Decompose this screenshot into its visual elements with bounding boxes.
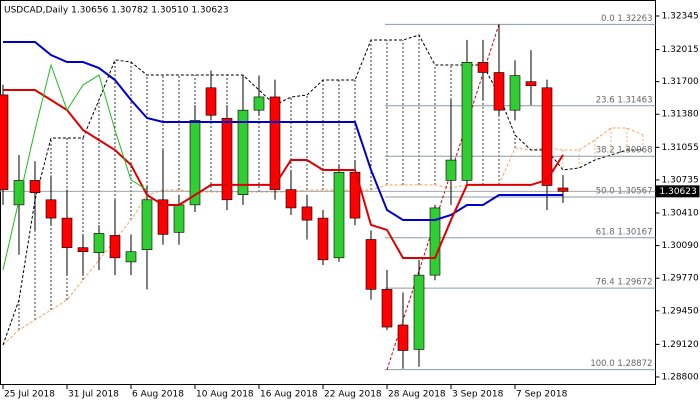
- y-tick-label: 1.30090: [662, 241, 699, 251]
- candle-body: [333, 171, 345, 259]
- candle-body: [477, 62, 489, 73]
- indicator-line: [2, 63, 148, 271]
- y-tick-label: 1.31700: [662, 77, 699, 87]
- candle-body: [413, 274, 425, 350]
- fib-label: 38.2 1.30968: [596, 146, 653, 156]
- candle-body: [93, 233, 105, 254]
- chart-title: USDCAD,Daily 1.30656 1.30782 1.30510 1.3…: [4, 6, 229, 16]
- fib-label: 100.0 1.28872: [590, 359, 652, 369]
- candle-body: [365, 239, 377, 290]
- candle-body: [0, 94, 9, 190]
- candle-body: [301, 206, 313, 221]
- y-tick-label: 1.28800: [662, 372, 699, 382]
- candle-body: [525, 81, 537, 87]
- candle-body: [237, 109, 249, 195]
- x-tick-label: 25 Jul 2018: [4, 390, 55, 400]
- candle-body: [285, 189, 297, 209]
- indicator-line: [3, 89, 564, 260]
- candle-body: [141, 199, 153, 250]
- candle-body: [221, 118, 233, 201]
- y-tick-label: 1.30410: [662, 209, 699, 219]
- y-tick-label: 1.31380: [662, 110, 699, 120]
- x-tick-label: 22 Aug 2018: [324, 390, 382, 400]
- candle-body: [493, 72, 505, 111]
- candle-body: [125, 251, 137, 263]
- price-box: [655, 185, 700, 198]
- candle-body: [397, 324, 409, 351]
- candle-body: [157, 199, 169, 235]
- y-tick-label: 1.29120: [662, 340, 699, 350]
- x-tick-label: 3 Sep 2018: [452, 390, 504, 400]
- fib-label: 76.4 1.29672: [596, 278, 653, 288]
- candle-body: [61, 217, 73, 248]
- candle-body: [445, 159, 457, 181]
- fib-label: 0.0 1.32263: [601, 14, 652, 24]
- x-tick-label: 31 Jul 2018: [68, 390, 119, 400]
- fib-label: 61.8 1.30167: [596, 227, 653, 237]
- candle-body: [253, 96, 265, 111]
- x-tick-label: 6 Aug 2018: [132, 390, 184, 400]
- y-tick-label: 1.29450: [662, 306, 699, 316]
- candle-body: [541, 87, 553, 186]
- y-tick-label: 1.29770: [662, 274, 699, 284]
- candle-body: [461, 62, 473, 181]
- span-a-line: [2, 127, 644, 346]
- price-label: 1.30623: [660, 187, 697, 197]
- y-tick-label: 1.32015: [662, 45, 699, 55]
- candle-body: [109, 235, 121, 259]
- y-tick-label: 1.32345: [662, 11, 699, 21]
- span-b-line: [2, 34, 643, 346]
- candle-body: [557, 187, 569, 192]
- candle-body: [317, 217, 329, 261]
- candle-body: [45, 199, 57, 219]
- x-tick-label: 10 Aug 2018: [196, 390, 254, 400]
- fib-label: 23.6 1.31463: [596, 95, 653, 105]
- y-tick-label: 1.30735: [662, 175, 699, 185]
- candle-body: [13, 180, 25, 206]
- x-tick-label: 7 Sep 2018: [516, 390, 568, 400]
- candle-body: [173, 204, 185, 233]
- plot-frame: [0, 0, 656, 385]
- candle-body: [509, 75, 521, 111]
- x-tick-label: 16 Aug 2018: [260, 390, 318, 400]
- x-tick-label: 28 Aug 2018: [388, 390, 446, 400]
- candle-body: [77, 247, 89, 253]
- candle-body: [381, 289, 393, 328]
- candle-body: [429, 207, 441, 276]
- candle-body: [269, 96, 281, 190]
- candle-body: [205, 87, 217, 116]
- candle-body: [29, 180, 41, 193]
- fib-trend: [386, 24, 500, 370]
- y-tick-label: 1.31055: [662, 143, 699, 153]
- candle-body: [189, 120, 201, 206]
- indicator-line: [3, 40, 563, 221]
